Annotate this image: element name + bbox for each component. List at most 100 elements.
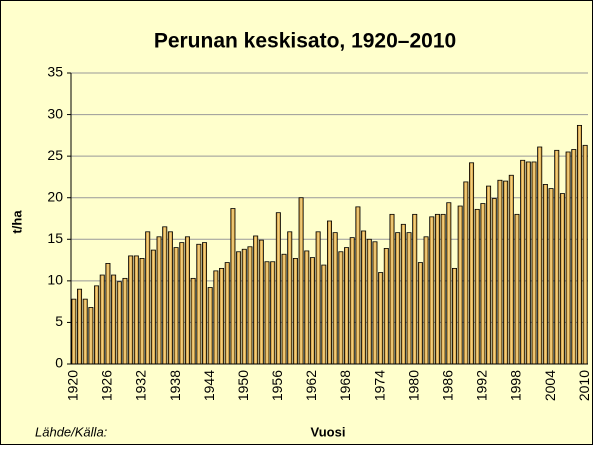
bar [469, 162, 475, 365]
bar [559, 193, 565, 365]
x-tick-label: 1944 [201, 370, 217, 401]
bar [440, 213, 446, 365]
bar [173, 247, 179, 365]
y-tick-label: 30 [47, 105, 63, 121]
bar [389, 213, 395, 365]
bar [281, 253, 287, 365]
bar [406, 232, 412, 365]
bar [207, 287, 213, 365]
x-axis-label: Vuosi [311, 424, 346, 439]
bar [582, 144, 588, 365]
bar [224, 262, 230, 365]
bar [474, 208, 480, 365]
bar [514, 213, 520, 365]
bar [111, 274, 117, 365]
y-tick-label: 20 [47, 188, 63, 204]
bar [116, 281, 122, 365]
bar [525, 161, 531, 365]
y-tick-label: 5 [55, 313, 63, 329]
bar [542, 184, 548, 365]
bar [241, 248, 247, 365]
x-tick-label: 1980 [405, 370, 421, 401]
y-axis-label: t/ha [9, 210, 24, 234]
bar [503, 180, 509, 365]
bar [219, 267, 225, 365]
bar [270, 261, 276, 365]
bar [213, 270, 219, 365]
bar [486, 185, 492, 365]
x-tick-label: 1986 [440, 370, 456, 401]
bar [491, 198, 497, 365]
bar [133, 255, 139, 365]
y-tick-label: 10 [47, 272, 63, 288]
bar [423, 236, 429, 365]
bar [349, 237, 355, 365]
bar [571, 149, 577, 365]
y-tick-label: 25 [47, 147, 63, 163]
x-tick-label: 1968 [337, 370, 353, 401]
bar [292, 258, 298, 365]
bar [145, 231, 151, 365]
bar [156, 236, 162, 365]
bar [150, 249, 156, 365]
bar [162, 226, 168, 365]
x-tick-label: 1962 [303, 370, 319, 401]
bar [412, 213, 418, 365]
bar [554, 149, 560, 365]
x-tick-label: 2010 [576, 370, 592, 401]
bar [361, 230, 367, 365]
bar [372, 241, 378, 365]
bar [446, 202, 452, 365]
bar [548, 188, 554, 365]
x-tick-label: 1932 [133, 370, 149, 401]
bar [480, 203, 486, 365]
bar [236, 251, 242, 365]
x-tick-label: 2004 [542, 370, 558, 401]
bar [463, 181, 469, 365]
bar [304, 250, 310, 365]
bar [253, 235, 259, 365]
bar [275, 212, 281, 365]
bar [520, 159, 526, 365]
x-tick-label: 1938 [167, 370, 183, 401]
bar [537, 146, 543, 365]
bar [128, 255, 134, 365]
bar [202, 242, 208, 365]
bar [298, 197, 304, 365]
y-tick-label: 35 [47, 64, 63, 80]
source: Lähde/Källa: [35, 424, 108, 439]
bar [184, 236, 190, 365]
bar [287, 231, 293, 365]
bar [344, 247, 350, 365]
bar [315, 231, 321, 365]
x-tick-label: 1926 [99, 370, 115, 401]
x-tick-label: 1950 [235, 370, 251, 401]
x-tick-label: 1974 [371, 370, 387, 401]
bar [400, 223, 406, 365]
bar [457, 205, 463, 365]
bar [179, 242, 185, 365]
bar [247, 246, 253, 365]
bar [82, 298, 88, 365]
bar [326, 220, 333, 365]
x-tick-label: 1920 [65, 370, 81, 401]
bar [264, 261, 270, 365]
bar [258, 239, 264, 365]
bar [139, 258, 145, 365]
bar [94, 285, 100, 365]
bar [196, 243, 202, 365]
bar [338, 251, 344, 365]
bar [309, 257, 315, 365]
bar [378, 272, 384, 365]
bar [395, 232, 401, 365]
y-tick-label: 0 [55, 355, 63, 371]
bar [383, 248, 389, 365]
bar [576, 124, 582, 365]
bar [366, 238, 372, 365]
bar [321, 264, 327, 365]
bar [565, 151, 571, 365]
bar [355, 206, 361, 365]
chart-title: Perunan keskisato, 1920–2010 [154, 30, 456, 53]
bar [531, 161, 537, 365]
